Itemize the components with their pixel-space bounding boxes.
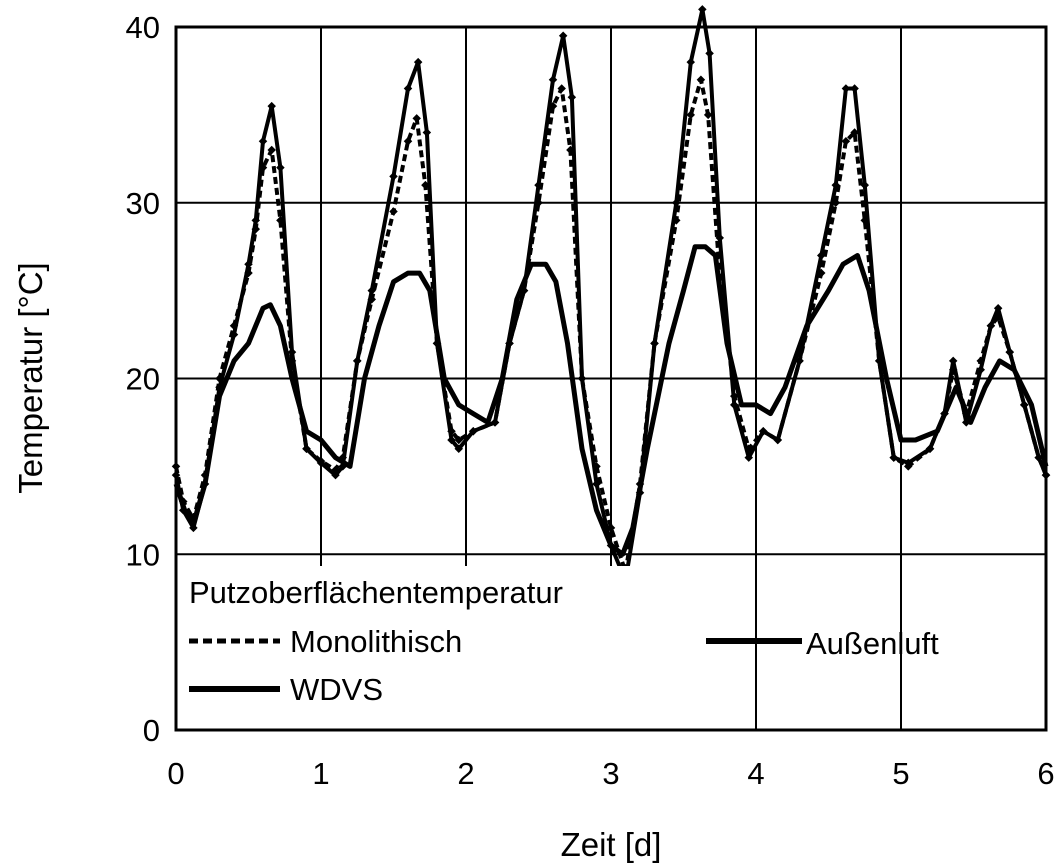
x-tick-label: 4 [747, 756, 764, 791]
data-point [302, 444, 311, 454]
legend-extra: Außenluft [706, 626, 939, 661]
data-point [773, 435, 782, 445]
data-point [592, 479, 601, 489]
data-point [258, 136, 268, 146]
legend-title: Putzoberflächentemperatur [189, 575, 563, 610]
data-point [403, 136, 413, 146]
series-wdvs [171, 5, 1051, 585]
y-tick-label: 40 [126, 10, 160, 45]
data-point [244, 260, 253, 269]
data-point [229, 330, 239, 339]
series-au-enluft [173, 244, 1049, 557]
legend-box [177, 566, 657, 729]
data-point [986, 321, 996, 331]
data-point [403, 84, 413, 93]
data-point [454, 444, 463, 454]
y-tick-label: 10 [126, 537, 160, 572]
x-tick-label: 5 [892, 756, 909, 791]
data-point [904, 458, 913, 468]
data-point [469, 426, 478, 436]
data-point [251, 216, 260, 225]
data-point [948, 356, 958, 366]
data-point [1005, 347, 1014, 357]
x-tick-label: 0 [167, 756, 184, 791]
data-point [976, 365, 985, 374]
data-point [698, 5, 707, 14]
data-point [577, 374, 587, 383]
data-point [412, 114, 421, 123]
data-point [759, 426, 768, 436]
y-axis-label: Temperatur [°C] [12, 262, 49, 493]
data-point [744, 453, 753, 462]
tick-labels: 0 1 2 3 4 5 6 0 10 20 30 40 [126, 10, 1055, 791]
plot-frame [174, 25, 1048, 732]
data-point [353, 356, 362, 366]
data-point [447, 435, 456, 445]
data-point [730, 400, 739, 410]
data-point [331, 470, 340, 480]
x-tick-label: 6 [1037, 756, 1054, 791]
x-tick-label: 1 [312, 756, 329, 791]
data-point [413, 57, 423, 67]
data-point [267, 101, 276, 111]
data-point [925, 444, 935, 454]
y-tick-label: 0 [143, 713, 160, 748]
data-point [316, 458, 326, 468]
data-point [276, 163, 285, 172]
legend-entry-monolithisch: Monolithisch [290, 624, 462, 659]
legend-entry-aussenluft: Außenluft [806, 626, 939, 661]
data-point [650, 339, 659, 348]
data-point [389, 207, 398, 216]
data-point [490, 418, 500, 427]
x-tick-label: 3 [602, 756, 619, 791]
data-point [389, 172, 398, 181]
data-point [422, 128, 432, 137]
x-tick-label: 2 [457, 756, 474, 791]
y-tick-label: 20 [126, 362, 160, 397]
data-point [287, 347, 297, 357]
legend: Putzoberflächentemperatur Monolithisch W… [177, 566, 657, 729]
data-point [993, 303, 1003, 313]
data-point [267, 145, 276, 155]
y-tick-label: 30 [126, 186, 160, 221]
data-point [889, 453, 898, 462]
legend-entry-wdvs: WDVS [290, 672, 383, 707]
data-point [454, 435, 463, 445]
data-point [367, 286, 376, 295]
data-point [1020, 400, 1029, 410]
x-axis-label: Zeit [d] [561, 826, 662, 863]
series-line-au-enluft [173, 244, 1049, 557]
grid-lines [176, 27, 1046, 730]
